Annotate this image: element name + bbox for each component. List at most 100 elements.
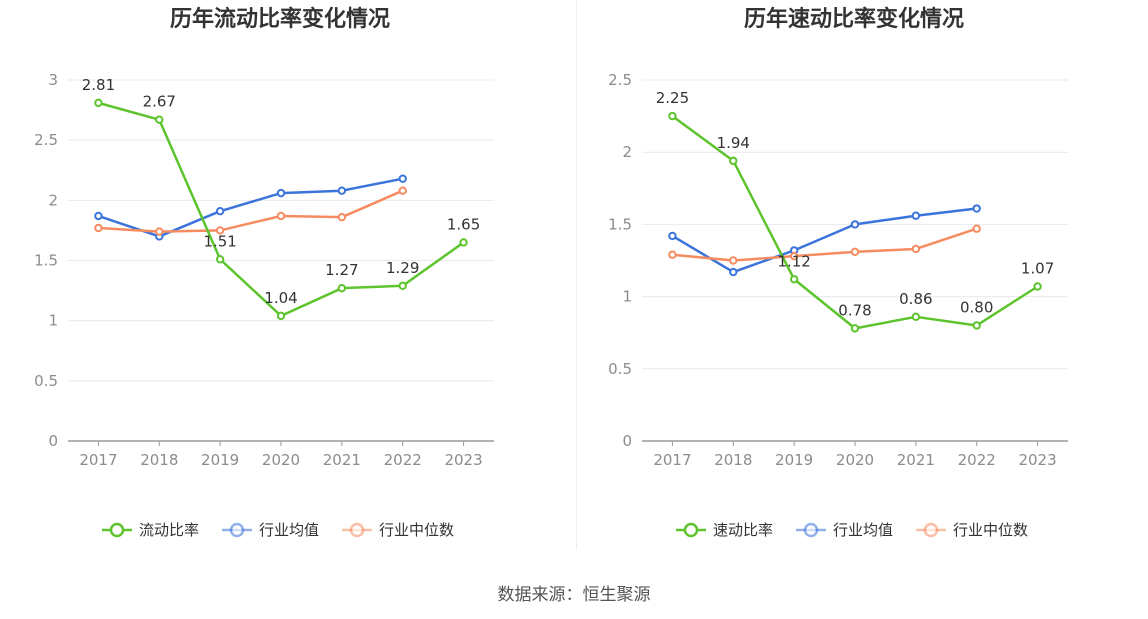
chart-0-primary-point (459, 238, 468, 247)
chart-0-legend-average-marker (229, 522, 245, 538)
chart-1-legend-median-marker (923, 522, 939, 538)
chart-1-primary-point (911, 312, 921, 322)
chart-0-x-tick-label: 2023 (444, 451, 482, 469)
chart-0-average-point (276, 188, 286, 198)
chart-0-primary-data-label: 1.27 (325, 261, 358, 279)
chart-0-primary-data-label: 1.29 (386, 259, 419, 277)
chart-1-median-point (911, 244, 921, 254)
chart-1-title: 历年速动比率变化情况 (744, 6, 964, 32)
chart-1-primary-data-label: 2.25 (656, 89, 689, 107)
chart-1-x-tick-label: 2022 (958, 451, 996, 469)
chart-1-y-tick-label: 2.5 (608, 71, 632, 89)
current-ratio-chart-svg: 历年流动比率变化情况 0 0.5 1 1.5 2 2.5 3 2017 2018 2019 2020 2… (34, 6, 494, 539)
chart-1-median-point (789, 251, 799, 261)
chart-0-legend-primary[interactable]: 流动比率 (102, 521, 199, 539)
chart-1-legend-primary[interactable]: 速动比率 (676, 521, 773, 539)
chart-0-median-line (98, 189, 404, 233)
chart-0-y-tick-label: 2.5 (34, 131, 58, 149)
chart-0-primary-point (398, 281, 407, 290)
chart-0-y-tick-label: 0.5 (34, 372, 58, 390)
data-source-note: 数据来源：恒生聚源 (497, 585, 651, 605)
chart-0-primary-point (276, 311, 286, 321)
current-ratio-chart: 历年流动比率变化情况 0 0.5 1 1.5 2 2.5 3 2017 2018 2019 2020 2… (0, 0, 574, 560)
chart-0-y-tick-label: 2 (48, 191, 58, 209)
chart-1-average-point (850, 220, 860, 229)
chart-1-average-line (671, 207, 977, 274)
chart-0-average-point (337, 186, 347, 195)
quick-ratio-chart: 历年速动比率变化情况 0 0.5 1 1.5 2 2.5 2017 2018 2019 2020 20… (574, 0, 1148, 560)
chart-1-legend-average-label: 行业均值 (833, 521, 893, 539)
chart-1-median-point (668, 250, 677, 259)
chart-0-x-tick-label: 2018 (140, 451, 178, 469)
chart-0-x-tick-label: 2022 (384, 451, 422, 469)
chart-1-legend-average-marker (803, 522, 819, 538)
chart-0-legend-primary-marker (109, 522, 125, 538)
chart-0-median-point (276, 211, 286, 221)
panel-divider (576, 0, 577, 550)
chart-0-y-tick-label: 3 (48, 71, 58, 89)
chart-1-average-point (668, 231, 677, 241)
chart-1-primary-data-label: 1.94 (717, 134, 750, 152)
chart-0-y-tick-label: 1.5 (34, 252, 58, 270)
chart-0-y-tick-label: 0 (48, 432, 58, 450)
chart-0-average-point (94, 211, 103, 221)
chart-1-primary-data-label: 1.12 (777, 252, 810, 270)
chart-0-primary-data-label: 2.67 (143, 93, 176, 111)
chart-1-primary-point (1033, 282, 1042, 291)
chart-0-legend-average-label: 行业均值 (259, 521, 319, 539)
chart-0-primary-data-label: 1.04 (264, 289, 297, 307)
chart-0-x-tick-label: 2019 (201, 451, 239, 469)
chart-1-primary-point (972, 321, 981, 330)
chart-0-average-point (398, 174, 407, 183)
chart-1-primary-point (729, 156, 738, 166)
chart-1-average-point (972, 204, 981, 213)
chart-0-primary-data-label: 1.65 (447, 215, 480, 233)
chart-0-median-point (398, 186, 407, 195)
chart-1-legend-primary-marker (683, 522, 699, 538)
chart-1-primary-data-label: 1.07 (1021, 259, 1054, 277)
chart-0-average-point (215, 206, 225, 216)
chart-0-average-line (98, 177, 403, 238)
chart-1-median-point (729, 256, 738, 265)
chart-1-primary-point (789, 275, 799, 284)
chart-1-x-tick-label: 2023 (1018, 451, 1056, 469)
chart-1-average-point (729, 267, 738, 277)
chart-0-primary-point (215, 255, 225, 264)
chart-0-legend-median[interactable]: 行业中位数 (342, 521, 454, 539)
chart-1-legend-average[interactable]: 行业均值 (796, 521, 893, 539)
chart-0-title: 历年流动比率变化情况 (170, 6, 390, 32)
chart-0-median-point (94, 223, 103, 233)
chart-1-y-tick-label: 1.5 (608, 215, 632, 233)
chart-1-average-point (911, 211, 921, 220)
chart-1-legend-median-label: 行业中位数 (953, 521, 1028, 539)
chart-1-y-tick-label: 1 (622, 288, 632, 306)
chart-1-primary-data-label: 0.78 (838, 301, 871, 319)
chart-1-primary-point (668, 111, 677, 121)
chart-0-legend-average[interactable]: 行业均值 (222, 521, 319, 539)
chart-1-median-point (850, 247, 860, 257)
chart-1-x-tick-label: 2017 (653, 451, 691, 469)
chart-0-primary-point (155, 115, 164, 124)
chart-1-x-tick-label: 2019 (775, 451, 813, 469)
chart-0-median-point (337, 212, 347, 222)
chart-1-median-point (972, 224, 981, 233)
chart-0-median-point (155, 227, 164, 236)
quick-ratio-chart-svg: 历年速动比率变化情况 0 0.5 1 1.5 2 2.5 2017 2018 2019 2020 20… (608, 6, 1068, 539)
chart-0-median-point (215, 226, 225, 235)
chart-0-primary-point (337, 283, 347, 293)
chart-0-x-tick-label: 2021 (323, 451, 361, 469)
chart-0-primary-line (98, 101, 465, 318)
chart-0-legend-primary-label: 流动比率 (139, 521, 199, 539)
chart-1-legend-primary-label: 速动比率 (713, 521, 773, 539)
chart-1-x-tick-label: 2018 (714, 451, 752, 469)
chart-0-x-tick-label: 2017 (79, 451, 117, 469)
chart-1-y-tick-label: 0 (622, 432, 632, 450)
chart-0-x-tick-label: 2020 (262, 451, 300, 469)
chart-1-y-tick-label: 0.5 (608, 360, 632, 378)
chart-0-primary-data-label: 1.51 (203, 232, 236, 250)
chart-0-primary-point (94, 98, 103, 108)
chart-1-primary-data-label: 0.86 (899, 290, 932, 308)
chart-1-legend-median[interactable]: 行业中位数 (916, 521, 1028, 539)
chart-1-x-tick-label: 2021 (897, 451, 935, 469)
chart-1-x-tick-label: 2020 (836, 451, 874, 469)
